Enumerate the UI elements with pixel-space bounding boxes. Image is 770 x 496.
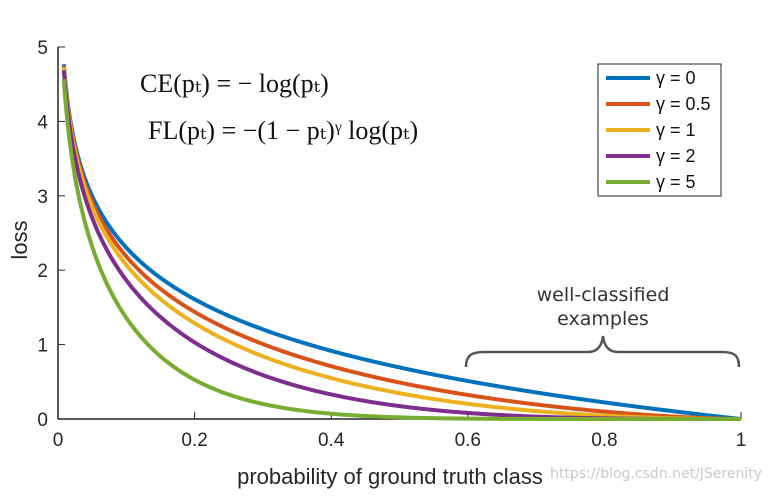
x-tick-label: 0.2: [181, 430, 207, 451]
x-tick-label: 0.6: [455, 430, 481, 451]
x-tick-label: 1: [736, 430, 747, 451]
loss-curves: [61, 64, 742, 421]
annotation-line-2: examples: [557, 308, 649, 330]
legend: γ = 0 γ = 0.5 γ = 1 γ = 2 γ = 5: [597, 63, 722, 197]
x-tick-label: 0.8: [591, 430, 617, 451]
y-tick-label: 1: [37, 336, 48, 357]
y-tick-label: 4: [37, 112, 48, 133]
series-line-gamma-0-5: [61, 65, 742, 421]
watermark: https://blog.csdn.net/JSerenity: [550, 466, 762, 482]
annotation-brace: [464, 335, 741, 368]
legend-label: γ = 1: [656, 120, 696, 140]
y-tick-label: 5: [37, 38, 48, 59]
y-tick-label: 0: [37, 410, 48, 431]
legend-label: γ = 2: [656, 146, 696, 166]
y-tick-label: 3: [37, 187, 48, 208]
series-line-gamma-5: [61, 78, 742, 421]
legend-label: γ = 0: [656, 68, 696, 88]
y-ticks: 0 1 2 3 4 5: [37, 38, 65, 431]
y-tick-label: 2: [37, 261, 48, 282]
legend-label: γ = 0.5: [656, 94, 711, 114]
y-axis-label: loss: [7, 220, 32, 259]
x-tick-label: 0: [53, 430, 64, 451]
series-line-gamma-0: [61, 64, 742, 421]
legend-label: γ = 5: [656, 172, 696, 192]
x-axis-label: probability of ground truth class: [237, 464, 543, 489]
annotation-line-1: well-classified: [537, 284, 670, 306]
x-tick-label: 0.4: [318, 430, 345, 451]
fl-equation: FL(pₜ) = −(1 − pₜ)ᵞ log(pₜ): [148, 116, 418, 145]
ce-equation: CE(pₜ) = − log(pₜ): [140, 69, 329, 98]
